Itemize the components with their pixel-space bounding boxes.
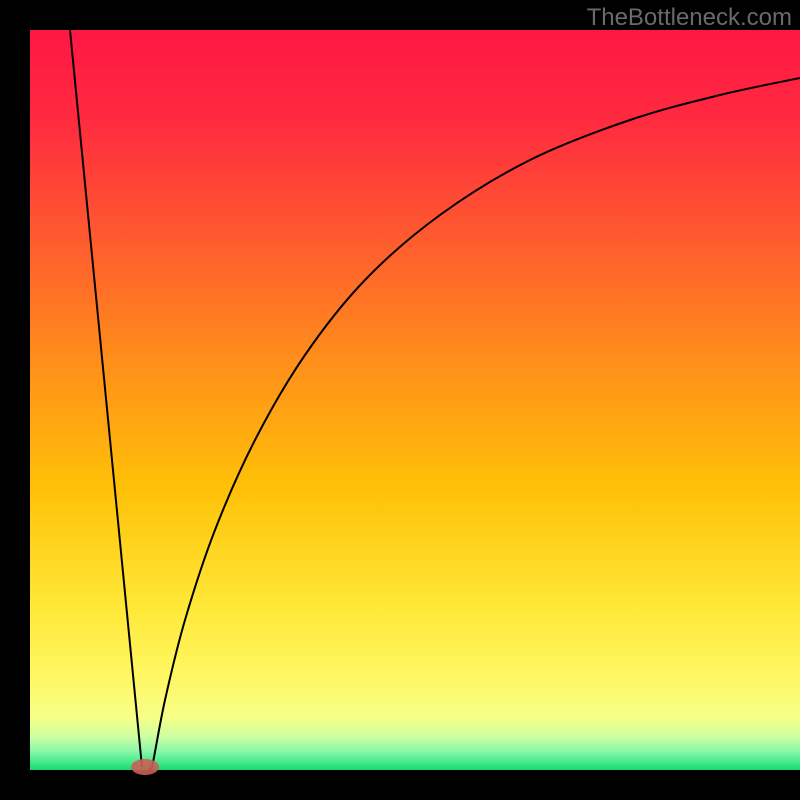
chart-container: TheBottleneck.com [0, 0, 800, 800]
plot-area [30, 30, 800, 770]
watermark-text: TheBottleneck.com [587, 4, 792, 32]
